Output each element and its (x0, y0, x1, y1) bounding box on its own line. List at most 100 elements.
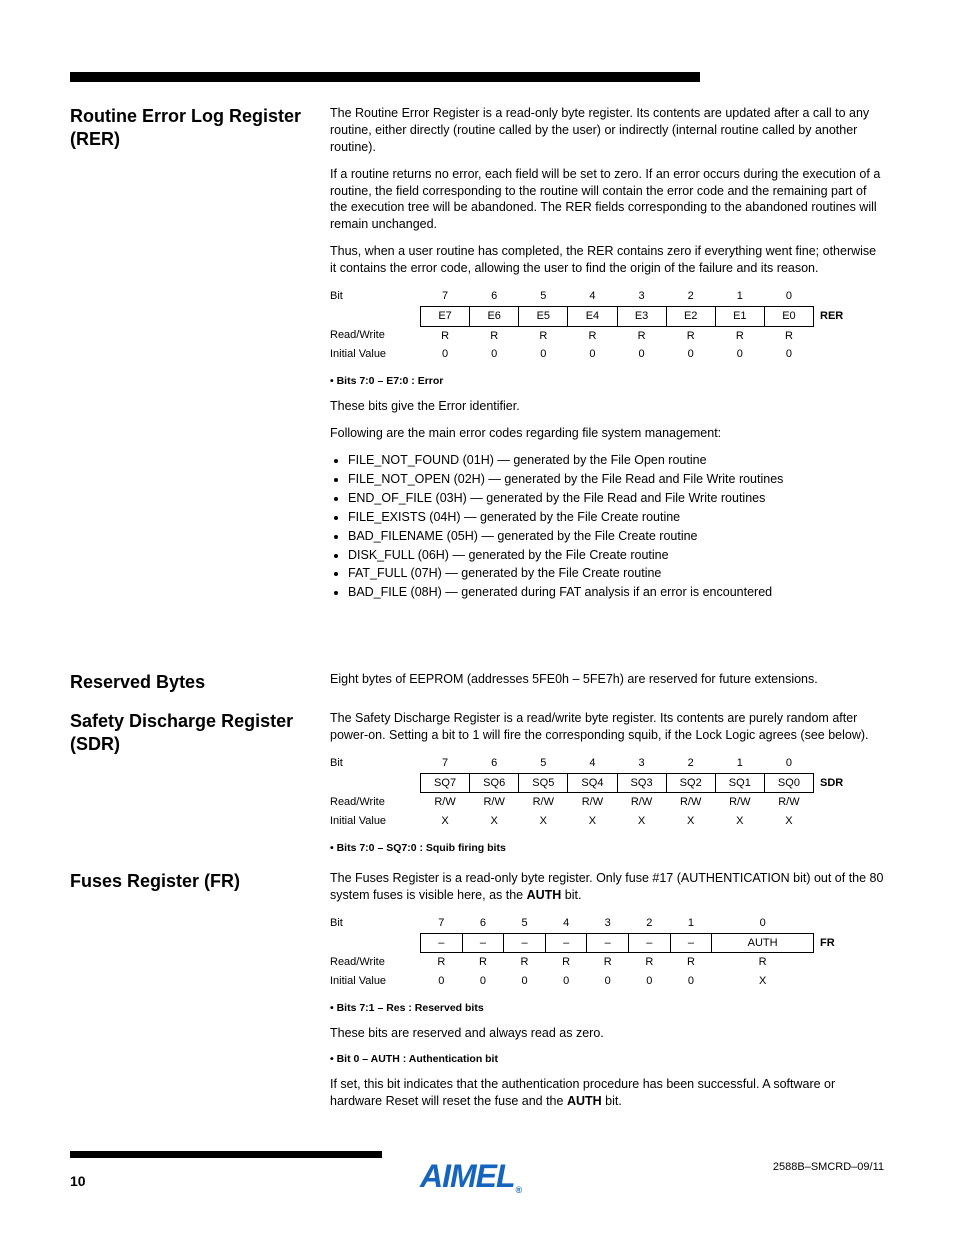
cell: 7 (421, 754, 470, 773)
cell-end: SDR (814, 773, 885, 793)
cell: X (715, 812, 764, 831)
page: Routine Error Log Register (RER) The Rou… (0, 0, 954, 1235)
fr-bits1-label: • Bits 7:1 – Res : Reserved bits (330, 1001, 884, 1015)
cell: 0 (504, 972, 546, 991)
rer-bits-label: • Bits 7:0 – E7:0 : Error (330, 374, 884, 388)
cell: 0 (421, 972, 463, 991)
cell-end (814, 287, 885, 306)
doc-code: 2588B–SMCRD–09/11 (773, 1161, 884, 1173)
heading-reserved: Reserved Bytes (70, 671, 320, 694)
cell: E2 (666, 306, 715, 326)
cell: SQ2 (666, 773, 715, 793)
cell: R/W (568, 793, 617, 812)
atmel-logo: AIMEL® (420, 1158, 521, 1195)
cell-end: RER (814, 306, 885, 326)
fr-bits2-text: If set, this bit indicates that the auth… (330, 1076, 884, 1110)
table-row: Bit 7 6 5 4 3 2 1 0 (330, 287, 884, 306)
cell: 4 (568, 754, 617, 773)
cell: R (504, 953, 546, 972)
cell: 4 (545, 914, 587, 933)
cell: R (715, 326, 764, 345)
cell: 3 (587, 914, 629, 933)
cell: 0 (670, 972, 712, 991)
cell: 2 (629, 914, 671, 933)
cell: E3 (617, 306, 666, 326)
cell: X (666, 812, 715, 831)
cell: 2 (666, 287, 715, 306)
cell: R (568, 326, 617, 345)
list-item: BAD_FILENAME (05H) — generated by the Fi… (348, 528, 884, 545)
cell: SQ1 (715, 773, 764, 793)
heading-rer: Routine Error Log Register (RER) (70, 105, 320, 150)
cell: R (670, 953, 712, 972)
cell: R (421, 326, 470, 345)
cell: R/W (421, 793, 470, 812)
cell: E7 (421, 306, 470, 326)
list-item: FILE_NOT_FOUND (01H) — generated by the … (348, 452, 884, 469)
cell: 0 (712, 914, 814, 933)
cell: 0 (462, 972, 504, 991)
cell: 0 (666, 345, 715, 364)
cell: 3 (617, 754, 666, 773)
cell: SQ0 (764, 773, 813, 793)
cell: 5 (519, 287, 568, 306)
cell: R (519, 326, 568, 345)
cell: X (764, 812, 813, 831)
cell-label (330, 306, 421, 326)
page-number: 10 (70, 1173, 86, 1189)
cell: R (462, 953, 504, 972)
cell: R/W (470, 793, 519, 812)
cell-end (814, 326, 885, 345)
cell-label: Read/Write (330, 793, 421, 812)
rer-bits-text: These bits give the Error identifier. (330, 398, 884, 415)
cell: R (421, 953, 463, 972)
rer-p2: If a routine returns no error, each fiel… (330, 166, 884, 234)
cell-label (330, 933, 421, 953)
cell: 0 (629, 972, 671, 991)
cell: 4 (568, 287, 617, 306)
heading-fr: Fuses Register (FR) (70, 870, 320, 893)
table-rer: Bit 7 6 5 4 3 2 1 0 E7 E6 E5 E4 E3 E2 E1 (330, 287, 884, 364)
cell: 3 (617, 287, 666, 306)
cell-label: Initial Value (330, 812, 421, 831)
cell-label: Bit (330, 914, 421, 933)
cell: R (587, 953, 629, 972)
list-item: FAT_FULL (07H) — generated by the File C… (348, 565, 884, 582)
cell: E5 (519, 306, 568, 326)
cell: E0 (764, 306, 813, 326)
cell: X (617, 812, 666, 831)
logo-text: AIMEL (420, 1158, 515, 1195)
table-row: SQ7 SQ6 SQ5 SQ4 SQ3 SQ2 SQ1 SQ0 SDR (330, 773, 884, 793)
rer-error-list: FILE_NOT_FOUND (01H) — generated by the … (348, 452, 884, 601)
body-reserved: Eight bytes of EEPROM (addresses 5FE0h –… (330, 671, 884, 698)
cell: 0 (715, 345, 764, 364)
fr-p1: The Fuses Register is a read-only byte r… (330, 870, 884, 904)
cell: R/W (519, 793, 568, 812)
cell: 6 (470, 287, 519, 306)
table-row: Initial Value X X X X X X X X (330, 812, 884, 831)
cell-end (814, 953, 885, 972)
cell: 1 (715, 287, 764, 306)
cell: SQ6 (470, 773, 519, 793)
cell: R (545, 953, 587, 972)
cell: R (629, 953, 671, 972)
cell: 0 (545, 972, 587, 991)
body-rer: The Routine Error Register is a read-onl… (330, 105, 884, 611)
cell: 0 (519, 345, 568, 364)
cell-label (330, 773, 421, 793)
list-item: FILE_NOT_OPEN (02H) — generated by the F… (348, 471, 884, 488)
cell: 5 (504, 914, 546, 933)
cell: 0 (568, 345, 617, 364)
cell: X (568, 812, 617, 831)
cell: 0 (764, 345, 813, 364)
table-fr: Bit 7 6 5 4 3 2 1 0 – – – – – – – AUTH (330, 914, 884, 991)
cell: 0 (764, 287, 813, 306)
cell: R (712, 953, 814, 972)
table-row: Bit 7 6 5 4 3 2 1 0 (330, 754, 884, 773)
cell-label: Read/Write (330, 953, 421, 972)
cell-end (814, 345, 885, 364)
cell: – (462, 933, 504, 953)
list-item: DISK_FULL (06H) — generated by the File … (348, 547, 884, 564)
table-row: – – – – – – – AUTH FR (330, 933, 884, 953)
cell: 2 (666, 754, 715, 773)
